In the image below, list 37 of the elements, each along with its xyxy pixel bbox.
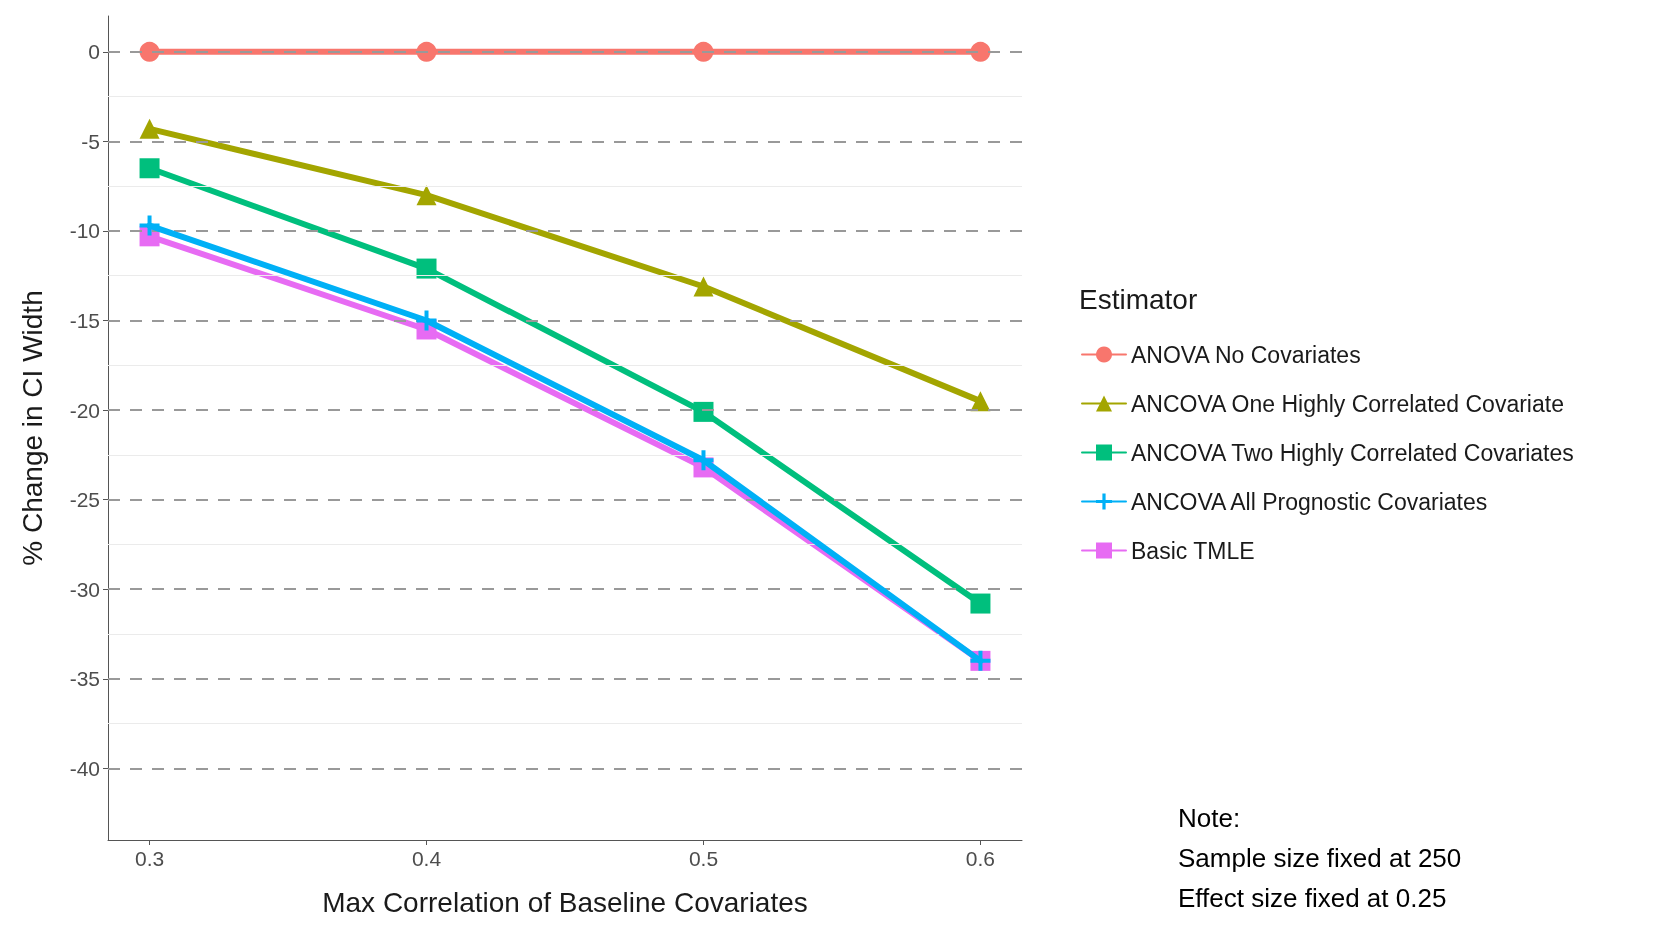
- point: [693, 41, 714, 62]
- legend-label: ANOVA No Covariates: [1131, 341, 1361, 368]
- point: [139, 215, 160, 236]
- y-tick-label: -5: [81, 129, 100, 153]
- point: [416, 310, 437, 331]
- x-tick-label: 0.6: [965, 847, 996, 870]
- point: [416, 41, 437, 62]
- x-tick-label: 0.3: [134, 847, 165, 870]
- point: [416, 185, 437, 206]
- point: [139, 158, 160, 179]
- y-tick-label: 0: [88, 40, 100, 64]
- point: [970, 391, 991, 412]
- legend-label: ANCOVA All Prognostic Covariates: [1131, 488, 1488, 515]
- text: Note: Sample size fixed at 250 Effect size fixed at 0.25: [1178, 803, 1462, 913]
- y-tick-label: -35: [69, 667, 100, 691]
- y-tick-label: -25: [69, 488, 100, 512]
- point: [970, 593, 991, 614]
- y-tick-label: -10: [69, 219, 100, 243]
- x-tick-label: 0.4: [411, 847, 442, 870]
- y-tick-label: -40: [69, 756, 100, 780]
- point: [693, 401, 714, 422]
- y-axis-title: % Change in CI Width: [16, 290, 48, 566]
- legend-label: ANCOVA One Highly Correlated Covariate: [1131, 390, 1564, 417]
- point: [970, 41, 991, 62]
- point: [139, 118, 160, 139]
- x-axis-title: Max Correlation of Baseline Covariates: [322, 886, 808, 918]
- legend-label: ANCOVA Two Highly Correlated Covariates: [1131, 439, 1574, 466]
- point: [693, 450, 714, 471]
- point: [693, 276, 714, 297]
- y-tick-label: -15: [69, 309, 100, 333]
- legend-label: Basic TMLE: [1131, 537, 1255, 564]
- y-tick-label: -30: [69, 577, 100, 601]
- point: [416, 258, 437, 279]
- point: [139, 41, 160, 62]
- x-tick-label: 0.5: [688, 847, 719, 870]
- legend-title: Estimator: [1079, 283, 1198, 315]
- y-tick-label: -20: [69, 398, 100, 422]
